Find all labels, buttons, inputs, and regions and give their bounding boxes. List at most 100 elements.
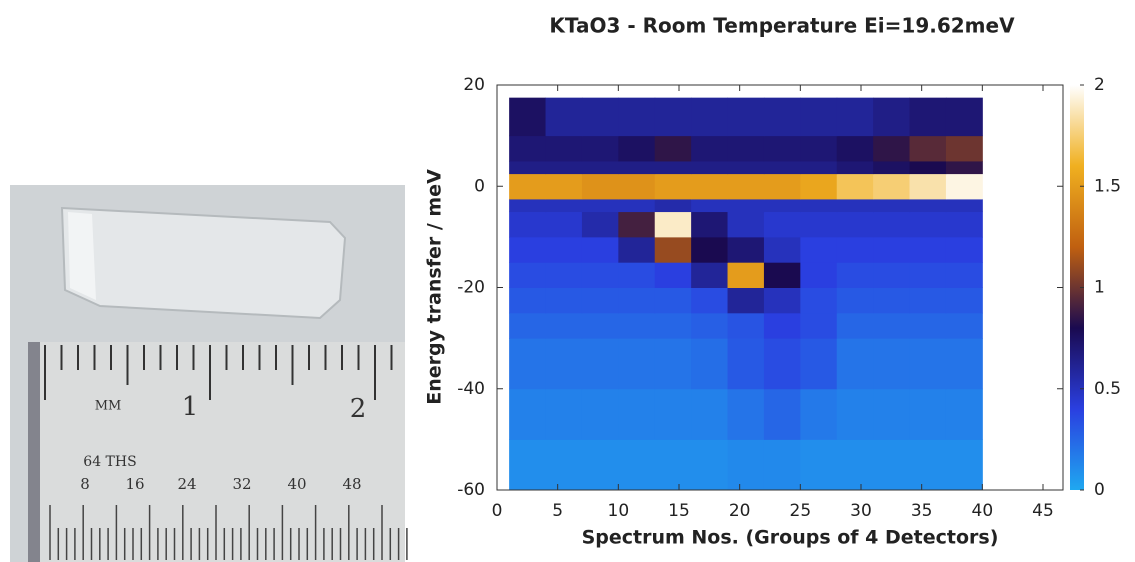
heatmap-cell: [691, 338, 728, 389]
heatmap-cell: [873, 237, 910, 263]
heatmap-cell: [837, 161, 874, 174]
heatmap-cell: [509, 389, 546, 440]
heatmap-cell: [873, 199, 910, 212]
heatmap-cell: [509, 98, 546, 136]
x-tick-label: 45: [1032, 501, 1054, 521]
heatmap-cell: [873, 338, 910, 389]
x-tick-label: 5: [552, 501, 563, 521]
heatmap-cell: [546, 237, 583, 263]
heatmap-cell: [800, 313, 837, 339]
heatmap-cell: [946, 136, 983, 162]
heatmap-cell: [582, 439, 619, 490]
heatmap-cell: [873, 161, 910, 174]
ruler-label: 40: [287, 475, 306, 493]
heatmap-cell: [873, 262, 910, 288]
y-tick-label: 20: [463, 75, 485, 95]
heatmap-cell: [728, 439, 765, 490]
heatmap-cell: [509, 174, 546, 200]
heatmap-cell: [546, 389, 583, 440]
heatmap-cell: [691, 237, 728, 263]
heatmap-cell: [800, 237, 837, 263]
heatmap-cell: [655, 161, 692, 174]
heatmap-cell: [655, 136, 692, 162]
heatmap-cell: [655, 98, 692, 136]
heatmap-cell: [837, 262, 874, 288]
heatmap-cell: [728, 136, 765, 162]
heatmap-cell: [910, 262, 947, 288]
heatmap-cell: [582, 136, 619, 162]
heatmap-cell: [582, 98, 619, 136]
heatmap-cell: [764, 136, 801, 162]
heatmap-cell: [582, 161, 619, 174]
heatmap-cell: [800, 338, 837, 389]
heatmap-cell: [800, 98, 837, 136]
heatmap-cell: [582, 313, 619, 339]
heatmap-cell: [764, 389, 801, 440]
heatmap-cell: [946, 389, 983, 440]
heatmap-cell: [655, 262, 692, 288]
ruler-shadow: [28, 342, 40, 562]
heatmap-cell: [800, 136, 837, 162]
colorbar-tick-label: 2: [1094, 75, 1105, 95]
heatmap-cell: [910, 313, 947, 339]
heatmap-cell: [800, 288, 837, 314]
heatmap-cell: [800, 389, 837, 440]
heatmap-cell: [582, 262, 619, 288]
heatmap-cell: [873, 313, 910, 339]
ruler-label: 2: [350, 394, 367, 424]
heatmap-cell: [618, 212, 655, 238]
heatmap-cell: [691, 313, 728, 339]
heatmap-cell: [910, 212, 947, 238]
heatmap-cell: [618, 338, 655, 389]
heatmap-cell: [655, 439, 692, 490]
heatmap-cell: [910, 237, 947, 263]
ruler-label: 32: [232, 475, 251, 493]
heatmap-cell: [764, 98, 801, 136]
ruler-label: 24: [177, 475, 196, 493]
heatmap-cell: [837, 439, 874, 490]
colorbar-tick-label: 1: [1094, 278, 1105, 298]
heatmap-cell: [546, 212, 583, 238]
ruler-label: 1: [182, 392, 199, 422]
heatmap-cell: [837, 212, 874, 238]
heatmap-cell: [946, 439, 983, 490]
heatmap-cell: [946, 262, 983, 288]
heatmap-cell: [509, 262, 546, 288]
x-tick-label: 30: [850, 501, 872, 521]
y-tick-label: -60: [457, 480, 485, 500]
page: {"chart_data": {"type": "heatmap", "titl…: [0, 0, 1135, 562]
heatmap-cell: [764, 262, 801, 288]
heatmap-cell: [764, 338, 801, 389]
heatmap-cell: [764, 161, 801, 174]
heatmap-cell: [728, 389, 765, 440]
heatmap-cell: [946, 338, 983, 389]
heatmap-cell: [837, 174, 874, 200]
heatmap-cell: [582, 338, 619, 389]
heatmap-cell: [691, 212, 728, 238]
heatmap-cell: [509, 237, 546, 263]
heatmap-cell: [873, 389, 910, 440]
colorbar-tick-label: 0: [1094, 480, 1105, 500]
heatmap-cell: [800, 212, 837, 238]
heatmap-cell: [764, 313, 801, 339]
heatmap-cell: [764, 288, 801, 314]
heatmap-cell: [728, 212, 765, 238]
heatmap-cell: [910, 199, 947, 212]
heatmap-cell: [946, 174, 983, 200]
heatmap-cell: [691, 199, 728, 212]
ruler-label: 64 THS: [83, 454, 136, 470]
heatmap-cell: [837, 199, 874, 212]
heatmap-cell: [837, 237, 874, 263]
heatmap-cell: [873, 136, 910, 162]
heatmap-cell: [546, 439, 583, 490]
heatmap-cell: [691, 161, 728, 174]
heatmap-cell: [946, 313, 983, 339]
heatmap-cell: [910, 174, 947, 200]
heatmap-cell: [509, 212, 546, 238]
heatmap-cell: [764, 199, 801, 212]
heatmap-cell: [546, 313, 583, 339]
heatmap-cell: [764, 439, 801, 490]
heatmap-cell: [837, 313, 874, 339]
figure: MM1264 THS81624324048 KTaO3 - Room Tempe…: [0, 0, 1135, 562]
heatmap-cell: [546, 262, 583, 288]
